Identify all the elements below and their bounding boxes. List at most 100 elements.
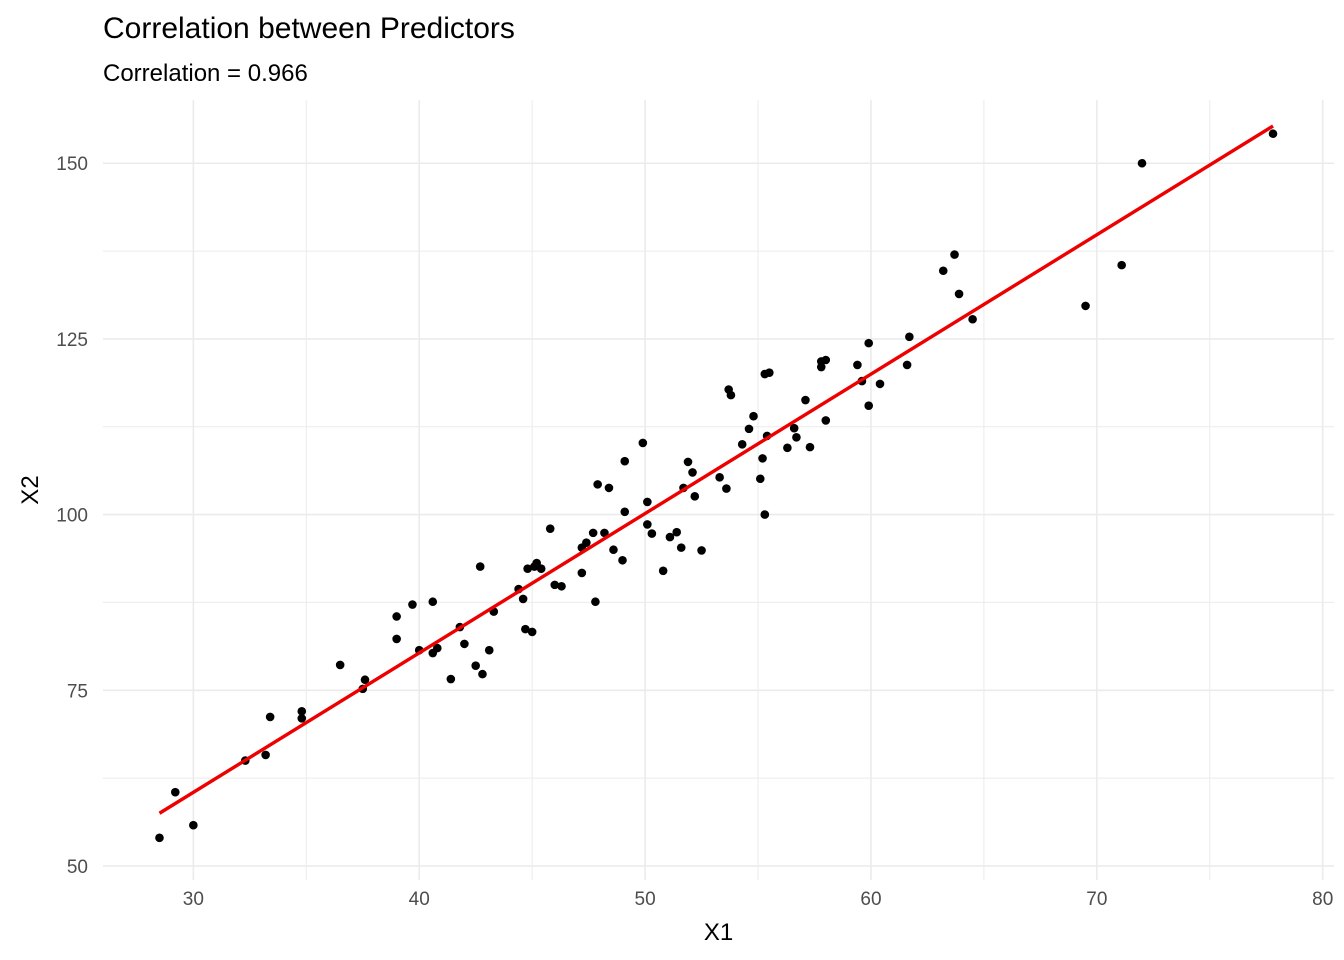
data-point: [792, 432, 801, 442]
data-point: [726, 390, 736, 400]
data-point: [604, 483, 614, 493]
data-point: [683, 457, 693, 467]
data-point: [643, 497, 652, 507]
data-point: [643, 520, 652, 529]
regression-line: [158, 124, 1274, 815]
data-point: [335, 660, 345, 670]
x-tick-label: 30: [183, 889, 204, 910]
x-tick-label: 50: [635, 889, 656, 910]
data-point: [1137, 158, 1147, 168]
data-point: [588, 528, 598, 538]
data-point: [864, 401, 874, 410]
x-tick-label: 60: [860, 889, 881, 910]
data-point: [805, 442, 815, 452]
data-point: [609, 545, 618, 555]
data-point: [518, 594, 528, 604]
y-tick-label: 125: [56, 330, 88, 351]
data-point: [460, 639, 469, 649]
y-tick-label: 50: [67, 857, 88, 878]
data-point: [658, 566, 668, 576]
data-points: [155, 129, 1278, 843]
data-point: [432, 643, 442, 653]
data-point: [593, 480, 602, 489]
data-point: [688, 468, 697, 477]
data-point: [647, 529, 657, 538]
data-point: [582, 538, 591, 548]
data-point: [1081, 301, 1090, 311]
data-point: [392, 612, 401, 621]
data-point: [471, 661, 480, 670]
data-point: [672, 527, 682, 537]
data-point: [261, 750, 270, 760]
data-point: [527, 627, 537, 637]
y-axis-title: X2: [17, 475, 44, 504]
data-point: [749, 411, 758, 421]
data-point: [265, 712, 275, 722]
data-point: [446, 674, 456, 684]
data-point: [744, 424, 754, 434]
data-point: [475, 562, 485, 571]
data-point: [620, 507, 630, 517]
x-axis-title: X1: [704, 919, 733, 946]
x-tick-label: 40: [409, 889, 430, 910]
y-tick-label: 100: [56, 506, 88, 527]
data-point: [789, 423, 799, 433]
data-point: [428, 597, 438, 607]
data-point: [722, 484, 731, 493]
data-point: [950, 250, 959, 259]
data-point: [536, 564, 546, 574]
data-point: [618, 555, 627, 565]
data-point: [676, 543, 686, 552]
data-point: [521, 624, 530, 634]
data-point: [620, 456, 630, 466]
data-point: [591, 597, 600, 607]
data-point: [297, 714, 307, 723]
data-point: [392, 634, 401, 644]
data-point: [484, 645, 494, 655]
data-point: [715, 473, 724, 482]
data-point: [968, 314, 977, 324]
x-tick-label: 70: [1086, 889, 1107, 910]
data-point: [478, 669, 487, 679]
y-tick-label: 75: [67, 681, 88, 702]
chart-title: Correlation between Predictors: [103, 12, 515, 45]
data-point: [638, 438, 648, 448]
y-axis-ticks: 50 75 100 125 150: [56, 154, 88, 878]
x-tick-label: 80: [1312, 889, 1333, 910]
data-point: [600, 528, 609, 538]
data-point: [875, 379, 885, 389]
data-point: [864, 338, 874, 348]
chart-subtitle: Correlation = 0.966: [103, 60, 308, 87]
data-point: [737, 440, 747, 449]
data-point: [577, 568, 587, 578]
data-point: [1117, 260, 1126, 270]
data-point: [758, 454, 767, 463]
data-point: [170, 787, 180, 797]
minor-gridlines: [103, 100, 1334, 880]
data-point: [954, 289, 964, 299]
data-point: [821, 416, 831, 425]
data-point: [760, 510, 770, 519]
data-point: [765, 368, 774, 377]
data-point: [557, 581, 566, 591]
data-point: [297, 707, 307, 716]
data-point: [360, 675, 370, 685]
data-point: [821, 355, 831, 365]
y-tick-label: 150: [56, 154, 88, 175]
data-point: [1268, 129, 1278, 139]
data-point: [690, 492, 700, 501]
data-point: [697, 546, 706, 555]
data-point: [755, 474, 765, 484]
data-point: [523, 564, 532, 574]
data-point: [155, 833, 164, 843]
data-point: [902, 360, 912, 370]
data-point: [853, 360, 862, 370]
data-point: [905, 332, 914, 342]
major-gridlines: [103, 100, 1334, 880]
data-point: [665, 532, 675, 542]
data-point: [408, 600, 417, 609]
data-point: [801, 395, 810, 405]
data-point: [545, 524, 555, 533]
data-point: [550, 580, 560, 590]
